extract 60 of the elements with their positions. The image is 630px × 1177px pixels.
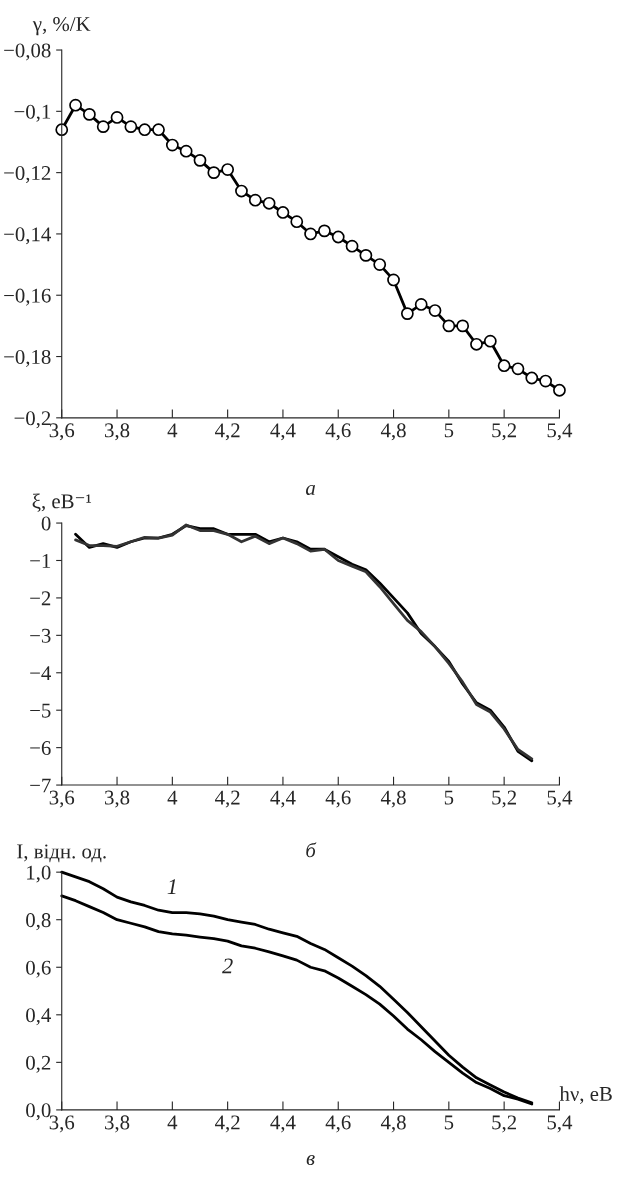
x-tick-label: 5,4 — [547, 1115, 573, 1133]
y-tick-label: 0,2 — [26, 1055, 51, 1073]
y-tick-label: −5 — [30, 703, 51, 718]
x-tick-label: 3,6 — [49, 790, 75, 808]
y-tick-label: 0,6 — [26, 960, 51, 978]
y-tick-label: −0,08 — [4, 43, 51, 61]
y-tick-label: −0,16 — [4, 288, 51, 306]
y-axis-title: I, відн. од. — [17, 844, 106, 863]
x-tick-label: 4,2 — [215, 423, 240, 441]
x-tick-label: 4,2 — [215, 1115, 240, 1133]
x-tick-label: 4,8 — [380, 1115, 406, 1133]
y-tick-label: −6 — [30, 741, 51, 756]
y-tick-label: 0 — [41, 516, 51, 531]
x-tick-label: 4,4 — [270, 1115, 296, 1133]
x-tick-label: 4,8 — [380, 790, 406, 808]
y-tick-label: −3 — [30, 628, 51, 643]
text: а — [306, 485, 316, 496]
y-tick-label: 0,0 — [26, 1103, 51, 1121]
y-tick-label: −0,14 — [4, 227, 51, 245]
y-tick-label: −0,12 — [4, 166, 51, 184]
y-tick-label: −0,1 — [14, 104, 51, 122]
y-tick-label: 1,0 — [27, 865, 51, 883]
x-tick-label: 5,2 — [492, 790, 517, 808]
y-tick-label: −7 — [30, 778, 51, 793]
y-tick-label: 0,8 — [26, 913, 51, 931]
x-tick-label: 5,4 — [547, 423, 573, 441]
x-tick-label: 4 — [167, 1115, 178, 1130]
x-tick-label: 5 — [444, 790, 454, 805]
text: в — [306, 1154, 315, 1165]
x-tick-label: 4,4 — [270, 790, 296, 808]
x-tick-label: 3,8 — [105, 1115, 130, 1133]
x-tick-label: 3,6 — [49, 423, 75, 441]
x-tick-label: 4,6 — [325, 790, 351, 808]
x-tick-label: 4,6 — [325, 1115, 351, 1133]
x-tick-label: 4 — [167, 423, 178, 438]
x-tick-label: 4,8 — [380, 423, 406, 441]
x-tick-label: 4,4 — [270, 423, 296, 441]
x-tick-label: 4,6 — [325, 423, 351, 441]
x-tick-label: 3,6 — [49, 1115, 75, 1133]
series-label: 2 — [222, 958, 233, 974]
x-tick-label: 5,2 — [492, 1115, 517, 1133]
y-axis-title: γ, %/K — [32, 17, 91, 36]
y-tick-label: −0,18 — [4, 349, 51, 367]
y-axis-title: ξ, eB⁻¹ — [32, 493, 92, 512]
x-tick-label: 4,2 — [215, 790, 240, 808]
x-tick-label: 3,8 — [105, 423, 130, 441]
x-tick-label: 5,4 — [547, 790, 573, 808]
y-tick-label: −1 — [30, 553, 51, 568]
y-tick-label: −0,2 — [14, 411, 51, 429]
x-tick-label: 5 — [444, 423, 454, 438]
x-tick-label: 5 — [444, 1115, 454, 1130]
series-label: 1 — [167, 879, 176, 894]
y-tick-label: −4 — [30, 666, 51, 680]
text: б — [306, 842, 317, 858]
y-tick-label: 0,4 — [26, 1008, 51, 1026]
x-tick-label: 4 — [167, 790, 178, 805]
y-tick-label: −2 — [30, 591, 51, 606]
x-tick-label: 3,8 — [105, 790, 130, 808]
x-tick-label: 5,2 — [492, 423, 517, 441]
x-axis-title: hν, eB — [559, 1086, 612, 1104]
